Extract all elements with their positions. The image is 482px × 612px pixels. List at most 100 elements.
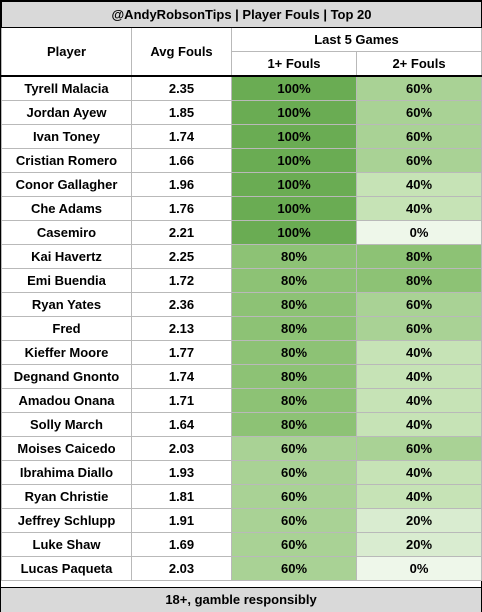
avg-fouls-cell: 2.36 xyxy=(131,292,232,317)
avg-fouls-cell: 1.85 xyxy=(131,100,232,125)
one-plus-fouls-cell: 60% xyxy=(231,436,357,461)
avg-fouls-cell: 1.81 xyxy=(131,484,232,509)
header-last-5-games: Last 5 Games xyxy=(230,27,482,52)
one-plus-fouls-cell: 100% xyxy=(231,148,357,173)
player-name-cell: Solly March xyxy=(1,412,132,437)
table-row: Luke Shaw 1.69 60% 20% xyxy=(1,532,482,557)
two-plus-fouls-cell: 40% xyxy=(355,388,482,413)
avg-fouls-cell: 1.93 xyxy=(131,460,232,485)
one-plus-fouls-cell: 80% xyxy=(231,412,357,437)
avg-fouls-cell: 2.03 xyxy=(131,556,232,581)
two-plus-fouls-cell: 40% xyxy=(355,364,482,389)
table-body: Tyrell Malacia 2.35 100% 60% Jordan Ayew 1.85… xyxy=(1,75,482,581)
one-plus-fouls-cell: 80% xyxy=(231,388,357,413)
avg-fouls-cell: 2.25 xyxy=(131,244,232,269)
two-plus-fouls-cell: 0% xyxy=(355,220,482,245)
avg-fouls-cell: 1.69 xyxy=(131,532,232,557)
two-plus-fouls-cell: 40% xyxy=(355,484,482,509)
table-row: Ibrahima Diallo 1.93 60% 40% xyxy=(1,460,482,485)
one-plus-fouls-cell: 80% xyxy=(231,340,357,365)
two-plus-fouls-cell: 20% xyxy=(355,508,482,533)
player-name-cell: Conor Gallagher xyxy=(1,172,132,197)
player-name-cell: Moises Caicedo xyxy=(1,436,132,461)
avg-fouls-cell: 1.71 xyxy=(131,388,232,413)
table-row: Lucas Paqueta 2.03 60% 0% xyxy=(1,556,482,581)
one-plus-fouls-cell: 100% xyxy=(231,196,357,221)
two-plus-fouls-cell: 60% xyxy=(355,436,482,461)
table-row: Ivan Toney 1.74 100% 60% xyxy=(1,124,482,149)
player-name-cell: Kai Havertz xyxy=(1,244,132,269)
one-plus-fouls-cell: 60% xyxy=(231,532,357,557)
two-plus-fouls-cell: 20% xyxy=(355,532,482,557)
player-name-cell: Kieffer Moore xyxy=(1,340,132,365)
table-row: Solly March 1.64 80% 40% xyxy=(1,412,482,437)
table-row: Tyrell Malacia 2.35 100% 60% xyxy=(1,75,482,101)
one-plus-fouls-cell: 80% xyxy=(231,268,357,293)
two-plus-fouls-cell: 40% xyxy=(355,196,482,221)
table-row: Degnand Gnonto 1.74 80% 40% xyxy=(1,364,482,389)
avg-fouls-cell: 2.35 xyxy=(131,75,232,101)
table-row: Cristian Romero 1.66 100% 60% xyxy=(1,148,482,173)
avg-fouls-cell: 1.91 xyxy=(131,508,232,533)
two-plus-fouls-cell: 60% xyxy=(355,292,482,317)
header-player: Player xyxy=(1,27,132,77)
table-row: Jeffrey Schlupp 1.91 60% 20% xyxy=(1,508,482,533)
avg-fouls-cell: 2.21 xyxy=(131,220,232,245)
player-name-cell: Jordan Ayew xyxy=(1,100,132,125)
avg-fouls-cell: 1.77 xyxy=(131,340,232,365)
table-title: @AndyRobsonTips | Player Fouls | Top 20 xyxy=(0,1,482,28)
player-name-cell: Luke Shaw xyxy=(1,532,132,557)
two-plus-fouls-cell: 40% xyxy=(355,340,482,365)
one-plus-fouls-cell: 60% xyxy=(231,508,357,533)
two-plus-fouls-cell: 60% xyxy=(355,75,482,101)
player-name-cell: Casemiro xyxy=(1,220,132,245)
avg-fouls-cell: 1.72 xyxy=(131,268,232,293)
avg-fouls-cell: 1.74 xyxy=(131,124,232,149)
fouls-table: @AndyRobsonTips | Player Fouls | Top 20 … xyxy=(0,1,482,581)
player-name-cell: Cristian Romero xyxy=(1,148,132,173)
avg-fouls-cell: 1.96 xyxy=(131,172,232,197)
two-plus-fouls-cell: 0% xyxy=(355,556,482,581)
two-plus-fouls-cell: 60% xyxy=(355,100,482,125)
player-name-cell: Emi Buendia xyxy=(1,268,132,293)
one-plus-fouls-cell: 100% xyxy=(231,100,357,125)
table-row: Kai Havertz 2.25 80% 80% xyxy=(1,244,482,269)
table-row: Casemiro 2.21 100% 0% xyxy=(1,220,482,245)
table-row: Emi Buendia 1.72 80% 80% xyxy=(1,268,482,293)
two-plus-fouls-cell: 40% xyxy=(355,460,482,485)
table-row: Fred 2.13 80% 60% xyxy=(1,316,482,341)
player-name-cell: Amadou Onana xyxy=(1,388,132,413)
avg-fouls-cell: 1.66 xyxy=(131,148,232,173)
player-name-cell: Ryan Christie xyxy=(1,484,132,509)
player-name-cell: Lucas Paqueta xyxy=(1,556,132,581)
player-name-cell: Che Adams xyxy=(1,196,132,221)
two-plus-fouls-cell: 40% xyxy=(355,412,482,437)
table-row: Moises Caicedo 2.03 60% 60% xyxy=(1,436,482,461)
player-name-cell: Fred xyxy=(1,316,132,341)
avg-fouls-cell: 1.76 xyxy=(131,196,232,221)
one-plus-fouls-cell: 100% xyxy=(231,220,357,245)
two-plus-fouls-cell: 40% xyxy=(355,172,482,197)
one-plus-fouls-cell: 100% xyxy=(231,75,357,101)
header-1-plus-fouls: 1+ Fouls xyxy=(231,51,357,77)
table-row: Che Adams 1.76 100% 40% xyxy=(1,196,482,221)
player-name-cell: Ryan Yates xyxy=(1,292,132,317)
two-plus-fouls-cell: 80% xyxy=(355,268,482,293)
one-plus-fouls-cell: 80% xyxy=(231,316,357,341)
one-plus-fouls-cell: 60% xyxy=(231,556,357,581)
two-plus-fouls-cell: 80% xyxy=(355,244,482,269)
table-row: Kieffer Moore 1.77 80% 40% xyxy=(1,340,482,365)
table-row: Ryan Christie 1.81 60% 40% xyxy=(1,484,482,509)
table-row: Jordan Ayew 1.85 100% 60% xyxy=(1,100,482,125)
table-row: Amadou Onana 1.71 80% 40% xyxy=(1,388,482,413)
header-avg-fouls: Avg Fouls xyxy=(131,27,232,77)
footer-disclaimer: 18+, gamble responsibly xyxy=(1,587,481,612)
two-plus-fouls-cell: 60% xyxy=(355,316,482,341)
one-plus-fouls-cell: 80% xyxy=(231,364,357,389)
player-name-cell: Tyrell Malacia xyxy=(1,75,132,101)
table-row: Ryan Yates 2.36 80% 60% xyxy=(1,292,482,317)
header-2-plus-fouls: 2+ Fouls xyxy=(355,51,482,77)
table-row: Conor Gallagher 1.96 100% 40% xyxy=(1,172,482,197)
avg-fouls-cell: 2.13 xyxy=(131,316,232,341)
